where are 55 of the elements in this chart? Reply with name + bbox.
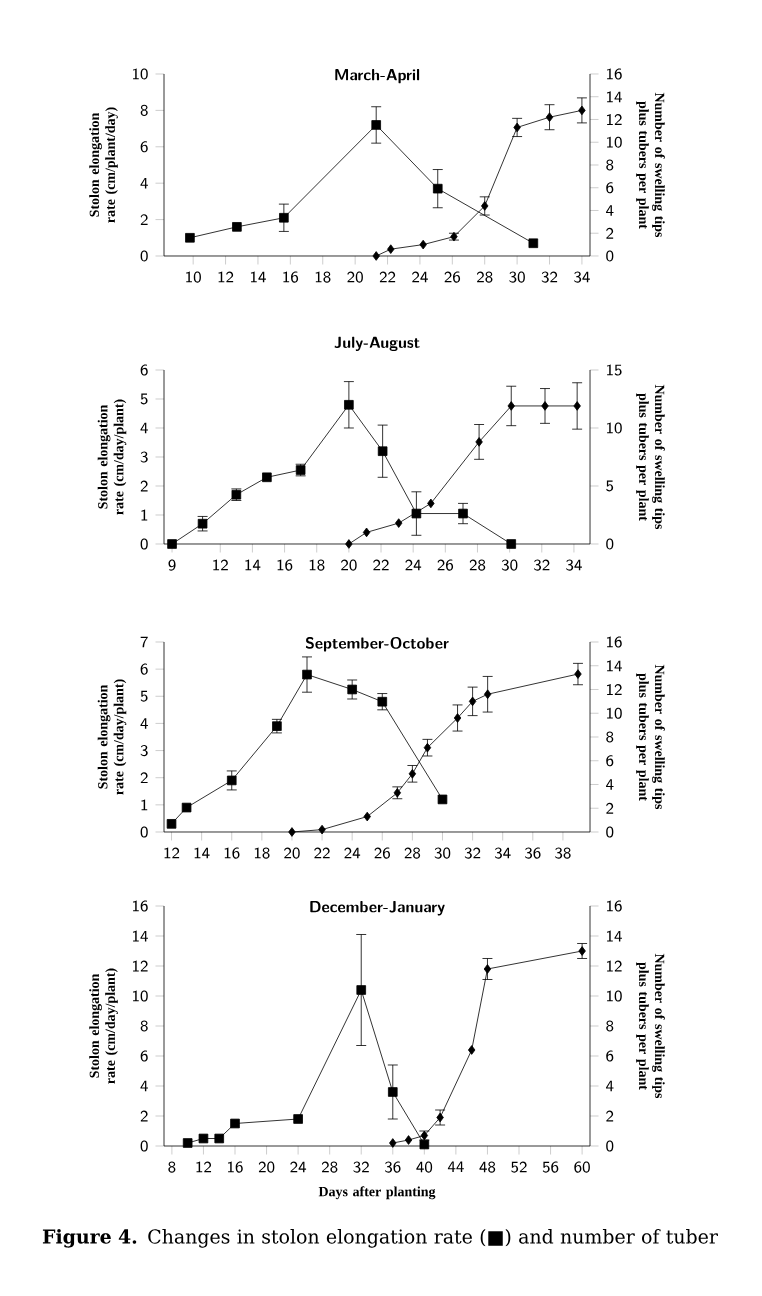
point <box>506 539 517 549</box>
point <box>395 518 403 528</box>
point <box>198 1133 209 1144</box>
point <box>432 183 443 194</box>
point <box>541 401 549 411</box>
point <box>345 539 353 549</box>
point <box>362 527 371 538</box>
point <box>181 802 192 813</box>
point <box>372 251 380 261</box>
point <box>347 684 357 695</box>
point <box>232 222 242 232</box>
point <box>389 1138 397 1148</box>
point <box>437 794 448 805</box>
point <box>467 1045 476 1055</box>
point <box>578 105 586 116</box>
point <box>483 964 492 974</box>
point <box>528 238 539 249</box>
point <box>288 827 296 837</box>
point <box>507 401 515 411</box>
point <box>182 1138 193 1148</box>
point <box>468 696 477 707</box>
point <box>214 1133 225 1144</box>
point <box>475 437 483 447</box>
point <box>574 669 582 679</box>
point <box>573 401 581 411</box>
point <box>387 244 395 254</box>
point <box>483 689 492 700</box>
point <box>371 120 381 130</box>
point <box>377 696 388 707</box>
point <box>185 233 195 243</box>
text: Figure 4. Changes in stolon elongation rate (■) and number of tuber <box>42 1229 718 1248</box>
point <box>411 508 422 519</box>
point <box>166 819 177 829</box>
point <box>226 775 237 786</box>
point <box>356 985 367 995</box>
point <box>293 1114 303 1124</box>
point <box>419 1139 430 1150</box>
point <box>404 1135 413 1145</box>
point <box>481 201 489 211</box>
point <box>230 1118 240 1129</box>
point <box>388 1087 398 1097</box>
point <box>453 713 462 723</box>
point <box>377 446 388 456</box>
point <box>419 239 427 250</box>
point <box>545 112 554 122</box>
point <box>513 122 521 133</box>
point <box>302 669 312 680</box>
point <box>458 508 468 519</box>
point <box>167 539 177 549</box>
point <box>427 498 435 509</box>
point <box>344 400 354 410</box>
point <box>363 811 371 822</box>
point <box>279 212 289 223</box>
point <box>262 472 272 483</box>
point <box>318 824 326 835</box>
